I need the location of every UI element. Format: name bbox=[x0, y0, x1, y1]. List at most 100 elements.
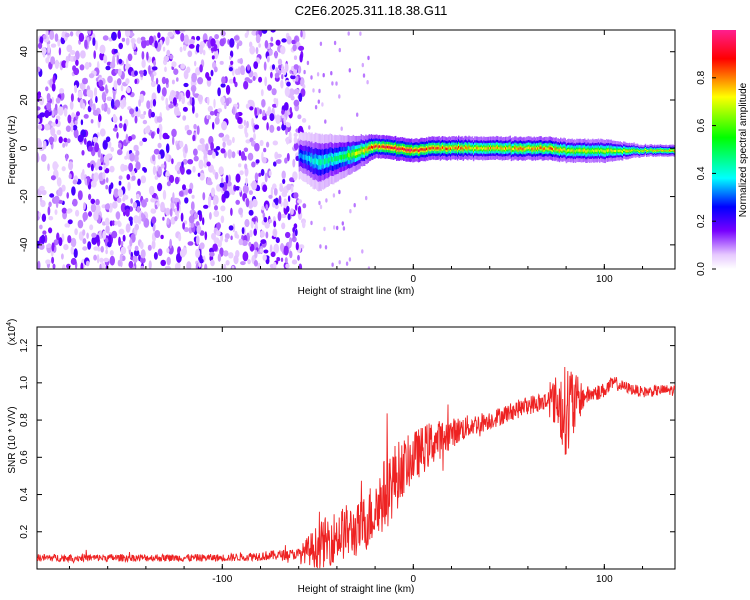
noise-speck bbox=[120, 84, 124, 92]
noise-speck bbox=[338, 94, 341, 99]
spectrogram-cell bbox=[525, 147, 527, 150]
noise-speck bbox=[99, 263, 102, 269]
noise-speck bbox=[82, 238, 87, 245]
noise-speck bbox=[44, 109, 50, 119]
spectrogram-cell bbox=[665, 149, 667, 152]
noise-speck bbox=[187, 50, 193, 58]
spectrogram-cell bbox=[338, 154, 341, 160]
noise-speck bbox=[76, 111, 80, 117]
y-tick-label: 0 bbox=[19, 145, 30, 151]
noise-speck bbox=[144, 126, 151, 134]
noise-speck bbox=[333, 225, 336, 230]
noise-speck bbox=[221, 76, 226, 84]
spectrogram-cell bbox=[368, 146, 370, 150]
spectrogram-cell bbox=[451, 146, 453, 150]
noise-speck bbox=[220, 30, 226, 37]
noise-speck bbox=[70, 124, 74, 133]
noise-speck bbox=[238, 207, 244, 215]
snr-panel: -100 0 100 0.2 0.4 0.6 0.8 1.0 1.2 Height of str… bbox=[6, 319, 676, 595]
spectrogram-cell bbox=[437, 147, 439, 150]
noise-speck bbox=[75, 50, 80, 60]
noise-speck bbox=[227, 174, 231, 183]
noise-speck bbox=[263, 61, 267, 71]
noise-speck bbox=[247, 152, 254, 161]
noise-speck bbox=[148, 35, 154, 46]
spectrogram-cell bbox=[564, 148, 566, 152]
noise-speck bbox=[197, 144, 203, 151]
noise-speck bbox=[268, 194, 273, 199]
noise-speck bbox=[288, 131, 292, 140]
noise-speck bbox=[157, 142, 162, 149]
noise-speck bbox=[231, 265, 235, 269]
noise-speck bbox=[39, 195, 43, 203]
noise-speck bbox=[92, 109, 99, 116]
noise-speck bbox=[145, 197, 149, 203]
noise-speck bbox=[124, 155, 128, 160]
spectrogram-cell bbox=[431, 146, 433, 149]
spectrogram-cell bbox=[635, 149, 638, 152]
noise-speck bbox=[298, 92, 303, 102]
noise-speck bbox=[147, 244, 152, 251]
noise-speck bbox=[196, 235, 200, 245]
spectrogram-cell bbox=[326, 157, 328, 164]
noise-speck bbox=[104, 217, 110, 227]
spectrogram-cell bbox=[631, 149, 633, 152]
noise-speck bbox=[77, 190, 83, 201]
colorbar-tick-label: 0.2 bbox=[696, 214, 707, 228]
y-tick-label: 0.4 bbox=[19, 487, 30, 501]
noise-speck bbox=[281, 63, 284, 74]
spectrogram-cell bbox=[306, 156, 309, 162]
noise-speck bbox=[127, 135, 133, 142]
spectrogram-cell bbox=[613, 149, 616, 152]
noise-speck bbox=[153, 252, 158, 260]
noise-speck bbox=[308, 125, 311, 130]
spectrogram-cell bbox=[331, 157, 334, 163]
noise-speck bbox=[183, 70, 189, 80]
noise-speck bbox=[167, 31, 174, 37]
colorbar-ticks: 0.0 0.2 0.4 0.6 0.8 bbox=[696, 70, 716, 276]
noise-speck bbox=[182, 115, 187, 121]
noise-speck bbox=[218, 132, 225, 138]
noise-speck bbox=[219, 60, 224, 65]
noise-speck bbox=[188, 215, 195, 224]
spectrogram-cell bbox=[506, 147, 508, 150]
noise-speck bbox=[228, 78, 235, 84]
noise-speck bbox=[99, 85, 105, 92]
spectrogram-cell bbox=[421, 148, 423, 151]
noise-speck bbox=[68, 173, 72, 179]
noise-speck bbox=[262, 184, 268, 192]
spectrogram-cell bbox=[548, 146, 550, 150]
noise-speck bbox=[174, 164, 180, 172]
noise-speck bbox=[342, 226, 346, 231]
noise-speck bbox=[243, 119, 247, 127]
spectrogram-cell bbox=[615, 149, 617, 152]
spectrogram-cell bbox=[601, 149, 603, 152]
noise-speck bbox=[192, 86, 195, 97]
noise-speck bbox=[70, 237, 77, 248]
noise-speck bbox=[82, 77, 88, 85]
spectrogram-cell bbox=[604, 150, 607, 153]
snr-y-label: SNR (10 * V/V) bbox=[7, 406, 18, 473]
noise-speck bbox=[109, 250, 114, 256]
noise-speck bbox=[189, 182, 194, 191]
spectrogram-cell bbox=[597, 148, 600, 152]
spectrogram-cell bbox=[335, 156, 337, 162]
noise-speck bbox=[173, 197, 180, 203]
spectrogram-cell bbox=[315, 158, 318, 165]
noise-speck bbox=[214, 49, 219, 60]
noise-speck bbox=[138, 99, 142, 107]
spectrogram-cell bbox=[334, 156, 336, 162]
noise-speck bbox=[294, 228, 298, 237]
noise-speck bbox=[105, 65, 111, 71]
noise-speck bbox=[271, 64, 276, 70]
noise-speck bbox=[58, 187, 63, 197]
spectrogram-cell bbox=[670, 149, 672, 152]
spectrogram-cell bbox=[302, 154, 304, 160]
noise-speck bbox=[151, 92, 157, 102]
noise-speck bbox=[103, 154, 110, 164]
noise-speck bbox=[72, 124, 78, 131]
spectrogram-cell bbox=[447, 147, 450, 150]
spectrogram-cell bbox=[494, 147, 497, 150]
noise-speck bbox=[212, 169, 216, 175]
spectrogram-cell bbox=[671, 149, 673, 152]
